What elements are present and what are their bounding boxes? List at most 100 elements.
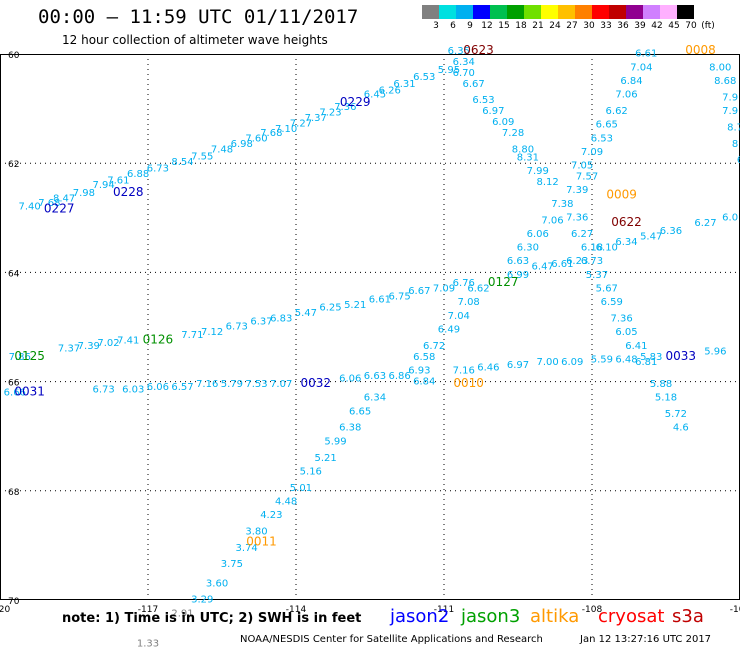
wave-height-value: 4.48: [275, 496, 297, 507]
legend-label: 15: [498, 21, 510, 31]
wave-height-value: 7.39: [78, 341, 100, 352]
lon-label: -108: [582, 605, 603, 615]
page-title: 00:00 – 11:59 UTC 01/11/2017: [38, 6, 359, 28]
wave-height-value: 7.86: [9, 352, 31, 363]
orbit-label: 0031: [14, 384, 45, 398]
orbit-label: 0623: [463, 43, 494, 57]
legend-swatch: [490, 5, 507, 19]
wave-height-value: 6.30: [517, 243, 539, 254]
orbit-label: 0228: [113, 185, 144, 199]
wave-height-value: 6.61: [369, 294, 391, 305]
legend-swatch: [473, 5, 490, 19]
wave-height-value: 6.18: [581, 243, 603, 254]
lat-label: 66: [8, 379, 20, 389]
wave-height-value: 6.93: [408, 365, 430, 376]
wave-height-value: 7.28: [502, 128, 524, 139]
wave-height-value: 7.04: [630, 62, 652, 73]
wave-height-value: 7.53: [245, 379, 267, 390]
wave-height-value: 6.81: [635, 357, 657, 368]
legend-swatch: [677, 5, 694, 19]
wave-height-value: 6.35: [448, 46, 470, 57]
wave-height-value: 7.60: [245, 133, 267, 144]
sat-label-jason3: jason3: [461, 606, 521, 627]
orbit-label: 0229: [340, 95, 371, 109]
wave-height-value: 6.0: [722, 213, 738, 224]
orbit-label: 0622: [611, 215, 642, 229]
legend-swatch: [643, 5, 660, 19]
wave-height-value: 7.16: [453, 365, 475, 376]
wave-height-value: 6.34: [615, 237, 637, 248]
wave-height-value: 6.09: [561, 357, 583, 368]
wave-height-value: 7.23: [319, 108, 341, 119]
wave-height-value: 5.96: [704, 346, 726, 357]
legend-label: 27: [566, 21, 578, 31]
wave-height-value: 7.41: [117, 335, 139, 346]
legend-label: 39: [634, 21, 646, 31]
wave-height-value: 7.06: [541, 215, 563, 226]
wave-height-value: 6.62: [467, 284, 489, 295]
wave-height-value: 6.06: [339, 374, 361, 385]
credit-line: NOAA/NESDIS Center for Satellite Applica…: [240, 634, 543, 645]
wave-height-value: 6.36: [660, 226, 682, 237]
wave-height-value: 7.38: [551, 199, 573, 210]
wave-height-value: 7.57: [576, 172, 598, 183]
wave-height-value: 6.98: [231, 139, 253, 150]
wave-height-value: 5.59: [591, 354, 613, 365]
wave-height-value: 6.65: [349, 406, 371, 417]
wave-height-value: 6.48: [615, 354, 637, 365]
wave-height-value: 4.23: [260, 510, 282, 521]
wave-height-value: 5.21: [314, 453, 336, 464]
sat-label-altika: altika: [530, 606, 580, 627]
wave-height-value: 7.9: [722, 106, 738, 117]
wave-height-value: 7.39: [566, 185, 588, 196]
wave-height-value: 6.76: [453, 278, 475, 289]
wave-height-value: 6.61: [551, 259, 573, 270]
legend-swatch: [456, 5, 473, 19]
orbit-label: 0127: [488, 275, 519, 289]
wave-height-value: 6.06: [147, 382, 169, 393]
legend-label: 18: [515, 21, 527, 31]
wave-height-value: 5.21: [344, 300, 366, 311]
orbit-label: 0009: [606, 188, 637, 202]
wave-height-value: 6.53: [591, 133, 613, 144]
wave-height-value: 6.84: [413, 376, 435, 387]
lon-label: -114: [286, 605, 307, 615]
wave-height-value: 7.02: [97, 338, 119, 349]
wave-height-value: 5.01: [290, 483, 312, 494]
wave-height-value: 3.80: [245, 526, 267, 537]
wave-height-value: 7.09: [433, 284, 455, 295]
wave-height-value: 6.38: [339, 423, 361, 434]
wave-height-value: 5.83: [640, 352, 662, 363]
generated-timestamp: Jan 12 13:27:16 UTC 2017: [580, 634, 712, 645]
wave-height-value: 8.7: [727, 122, 740, 133]
legend-swatch: [507, 5, 524, 19]
wave-height-value: 1.33: [137, 638, 159, 649]
wave-height-value: 3.29: [191, 595, 213, 606]
lat-label: 62: [8, 160, 19, 170]
wave-height-value: 6.45: [364, 90, 386, 101]
wave-height-value: 6.73: [147, 163, 169, 174]
legend-swatch: [558, 5, 575, 19]
wave-height-value: 6.27: [694, 218, 716, 229]
wave-height-value: 8: [732, 139, 738, 150]
wave-height-value: 7.00: [536, 357, 558, 368]
legend-label: 12: [481, 21, 493, 31]
wave-height-value: 6.10: [596, 243, 618, 254]
wave-height-value: 6.70: [453, 68, 475, 79]
lon-label: -111: [434, 605, 454, 615]
wave-height-value: 6.58: [413, 352, 435, 363]
wave-height-value: 6: [737, 155, 740, 166]
lon-label: -105: [730, 605, 740, 615]
wave-height-value: 6.73: [226, 322, 248, 333]
legend-swatch: [575, 5, 592, 19]
wave-height-value: 7.94: [92, 180, 114, 191]
orbit-label: 0126: [143, 332, 174, 346]
legend-label: 30: [583, 21, 595, 31]
wave-height-value: 3.60: [206, 578, 228, 589]
wave-height-value: 6.65: [596, 120, 618, 131]
wave-height-value: 6.34: [364, 393, 386, 404]
wave-height-value: 7.06: [615, 90, 637, 101]
wave-height-value: 7.68: [260, 128, 282, 139]
legend-label: 45: [668, 21, 680, 31]
